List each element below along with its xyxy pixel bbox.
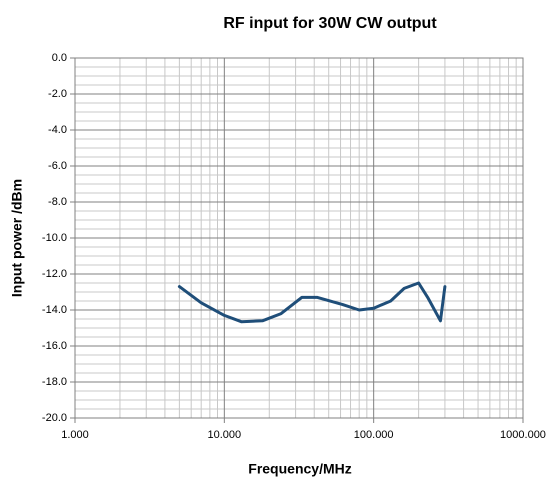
y-tick-label: -10.0 xyxy=(42,232,67,244)
y-tick-label: -12.0 xyxy=(42,268,67,280)
x-tick-label: 100.000 xyxy=(354,429,394,441)
y-tick-label: -2.0 xyxy=(48,88,67,100)
y-tick-label: 0.0 xyxy=(52,52,67,64)
chart-title: RF input for 30W CW output xyxy=(223,15,437,32)
y-tick-label: -16.0 xyxy=(42,340,67,352)
x-axis-title: Frequency/MHz xyxy=(248,461,351,477)
y-tick-label: -14.0 xyxy=(42,304,67,316)
x-tick-label: 1.000 xyxy=(61,429,89,441)
x-tick-label: 1000.000 xyxy=(500,429,546,441)
data-line xyxy=(177,281,447,324)
y-tick-label: -4.0 xyxy=(48,124,67,136)
y-tick-label: -8.0 xyxy=(48,196,67,208)
y-tick-label: -6.0 xyxy=(48,160,67,172)
y-tick-label: -20.0 xyxy=(42,412,67,424)
x-tick-label: 10.000 xyxy=(208,429,242,441)
plot-frame xyxy=(74,57,524,419)
y-tick-label: -18.0 xyxy=(42,376,67,388)
y-axis-title: Input power /dBm xyxy=(9,179,25,297)
